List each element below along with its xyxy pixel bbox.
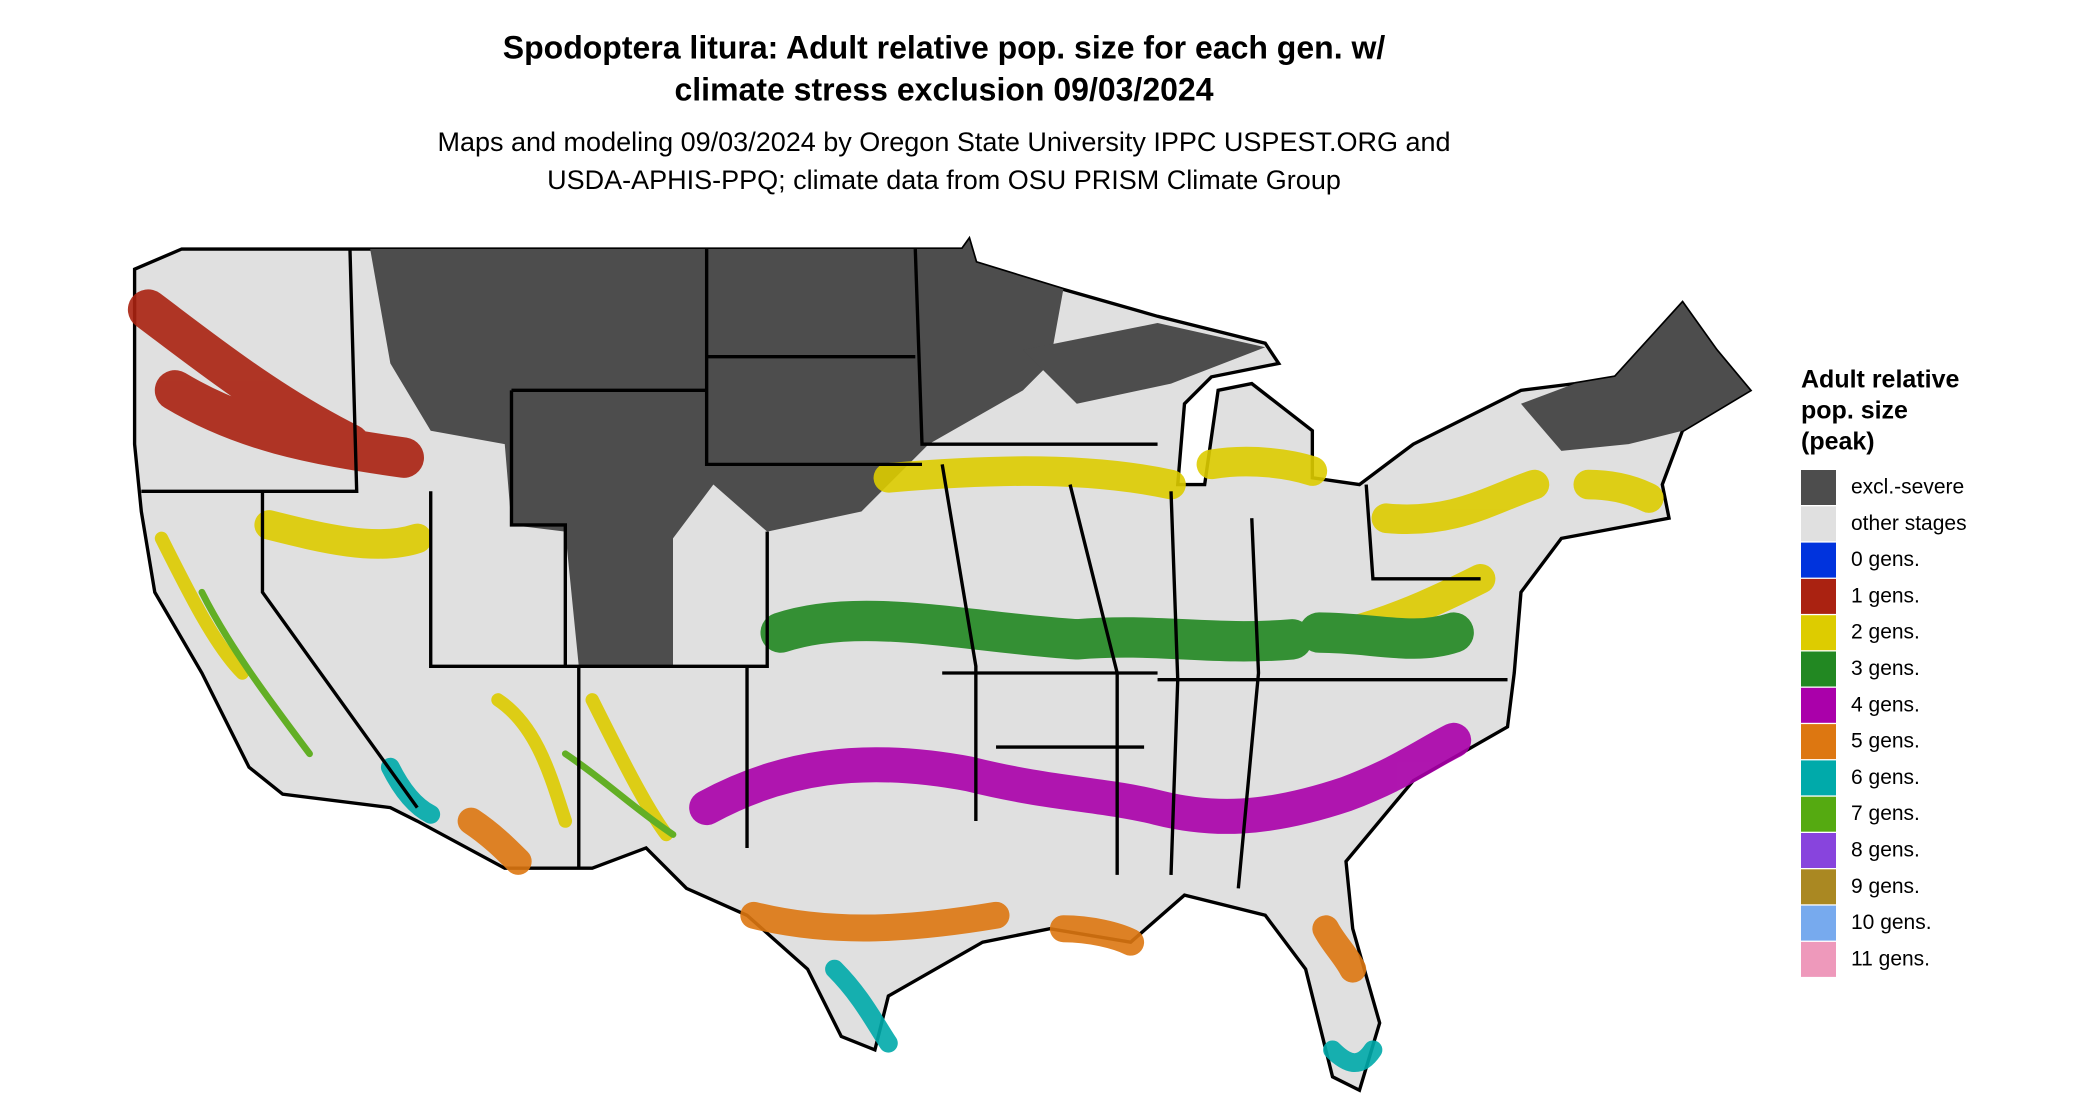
legend-label: 1 gens.: [1851, 584, 1920, 607]
legend-swatch: [1801, 833, 1836, 868]
gen-band: [689, 722, 1472, 834]
excluded-region: [1520, 302, 1750, 451]
legend-label: 7 gens.: [1851, 802, 1920, 825]
subtitle-line: USDA-APHIS-PPQ; climate data from OSU PR…: [547, 165, 1341, 195]
legend-label: 8 gens.: [1851, 839, 1920, 862]
legend-swatch: [1801, 796, 1836, 832]
excluded-region: [1022, 323, 1266, 404]
legend-label: 6 gens.: [1851, 766, 1920, 789]
legend-title: (peak): [1801, 428, 1875, 456]
legend-label: excl.-severe: [1851, 476, 1964, 499]
legend: excl.-severe other stages 0 gens. 1 gens. 2 …: [1801, 470, 1967, 977]
legend-swatch: [1801, 651, 1836, 687]
legend-title: Adult relative: [1801, 366, 1959, 394]
legend-label: 2 gens.: [1851, 621, 1920, 644]
legend-swatch: [1801, 615, 1836, 651]
legend-swatch: [1801, 506, 1836, 542]
legend-label: 3 gens.: [1851, 657, 1920, 680]
legend-swatch: [1801, 470, 1836, 505]
border: [141, 248, 1508, 889]
gen-band: [760, 600, 1474, 662]
legend-swatch: [1801, 905, 1836, 941]
legend-label: 5 gens.: [1851, 730, 1920, 753]
legend-label: 0 gens.: [1851, 548, 1920, 571]
state-borders: [141, 248, 1508, 889]
legend-label: 4 gens.: [1851, 693, 1920, 716]
gen-band: [457, 807, 1367, 983]
legend-swatch: [1801, 869, 1836, 905]
subtitle-line: Maps and modeling 09/03/2024 by Oregon S…: [437, 127, 1450, 157]
legend-label: 11 gens.: [1851, 947, 1930, 970]
legend-swatch: [1801, 578, 1836, 614]
legend-swatch: [1801, 724, 1836, 760]
legend-title: pop. size: [1801, 397, 1908, 425]
legend-swatch: [1801, 941, 1836, 977]
legend-label: 9 gens.: [1851, 875, 1920, 898]
gen-band: [127, 289, 424, 478]
gen-band: [254, 446, 1664, 648]
title-line: climate stress exclusion 09/03/2024: [674, 71, 1213, 107]
title-line: Spodoptera litura: Adult relative pop. s…: [503, 29, 1386, 65]
legend-label: 10 gens.: [1851, 911, 1932, 934]
legend-swatch: [1801, 687, 1836, 723]
legend-label: other stages: [1851, 512, 1967, 535]
legend-swatch: [1801, 542, 1836, 578]
excluded-region: [370, 239, 1064, 667]
legend-swatch: [1801, 760, 1836, 796]
us-map: [127, 235, 1753, 1093]
